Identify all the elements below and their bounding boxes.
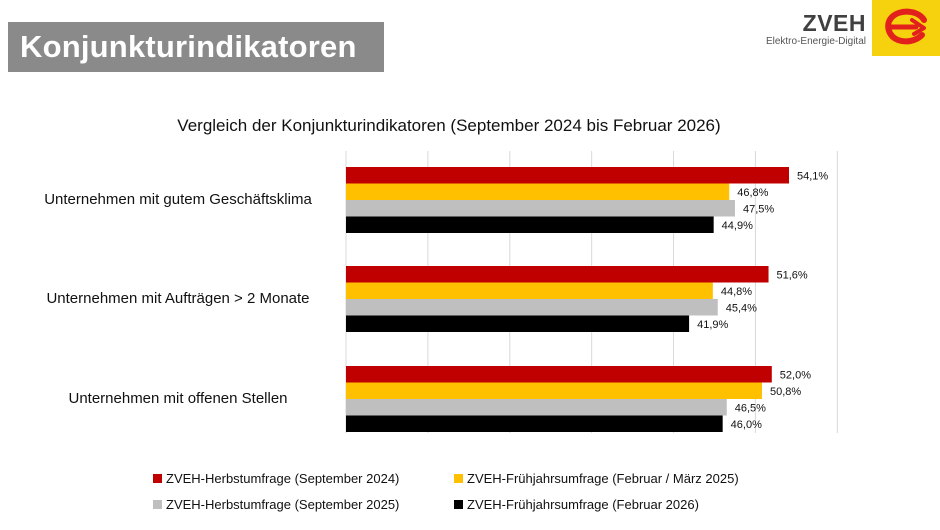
bar-2-series-1 xyxy=(346,266,769,283)
bar-1-series-4 xyxy=(346,216,714,233)
bar-3-series-3 xyxy=(346,399,727,416)
category-label: Unternehmen mit Aufträgen > 2 Monate xyxy=(46,290,310,307)
data-label: 46,0% xyxy=(731,419,762,431)
category-label: Unternehmen mit gutem Geschäftsklima xyxy=(44,191,312,208)
zveh-logo-icon xyxy=(872,0,940,56)
legend-label: ZVEH-Herbstumfrage (September 2025) xyxy=(166,497,400,512)
data-label: 46,5% xyxy=(735,402,766,414)
logo-text: ZVEH Elektro-Energie-Digital xyxy=(766,10,866,48)
bar-1-series-2 xyxy=(346,183,730,200)
logo-name: ZVEH xyxy=(802,10,866,36)
data-label: 45,4% xyxy=(726,302,757,314)
category-label: Unternehmen mit offenen Stellen xyxy=(68,390,288,407)
data-label: 52,0% xyxy=(780,369,811,381)
legend-item: ZVEH-Frühjahrsumfrage (Februar / März 20… xyxy=(454,471,739,486)
data-label: 46,8% xyxy=(737,187,768,199)
chart-title: Vergleich der Konjunkturindikatoren (Sep… xyxy=(177,116,721,135)
legend-swatch xyxy=(454,500,463,509)
legend-label: ZVEH-Frühjahrsumfrage (Februar / März 20… xyxy=(467,471,739,486)
data-label: 47,5% xyxy=(743,203,774,215)
bar-1-series-3 xyxy=(346,200,735,217)
legend-label: ZVEH-Herbstumfrage (September 2024) xyxy=(166,471,400,486)
legend-swatch xyxy=(454,474,463,483)
data-label: 50,8% xyxy=(770,386,801,398)
data-label: 44,8% xyxy=(721,286,752,298)
legend-swatch xyxy=(153,474,162,483)
legend-swatch xyxy=(153,500,162,509)
legend-item: ZVEH-Herbstumfrage (September 2024) xyxy=(153,471,399,486)
page-title: Konjunkturindikatoren xyxy=(8,22,384,72)
data-label: 41,9% xyxy=(697,319,728,331)
bar-3-series-4 xyxy=(346,415,723,432)
bar-3-series-2 xyxy=(346,382,762,399)
bar-1-series-1 xyxy=(346,167,789,184)
logo-subtitle: Elektro-Energie-Digital xyxy=(765,36,866,47)
legend-item: ZVEH-Frühjahrsumfrage (Februar 2026) xyxy=(454,497,699,512)
bar-2-series-4 xyxy=(346,315,690,332)
legend-label: ZVEH-Frühjahrsumfrage (Februar 2026) xyxy=(467,497,699,512)
data-label: 44,9% xyxy=(722,220,753,232)
bar-3-series-1 xyxy=(346,366,772,383)
bar-2-series-2 xyxy=(346,282,713,299)
legend-item: ZVEH-Herbstumfrage (September 2025) xyxy=(153,497,399,512)
bar-2-series-3 xyxy=(346,299,718,316)
data-label: 51,6% xyxy=(777,269,808,281)
data-label: 54,1% xyxy=(797,170,828,182)
